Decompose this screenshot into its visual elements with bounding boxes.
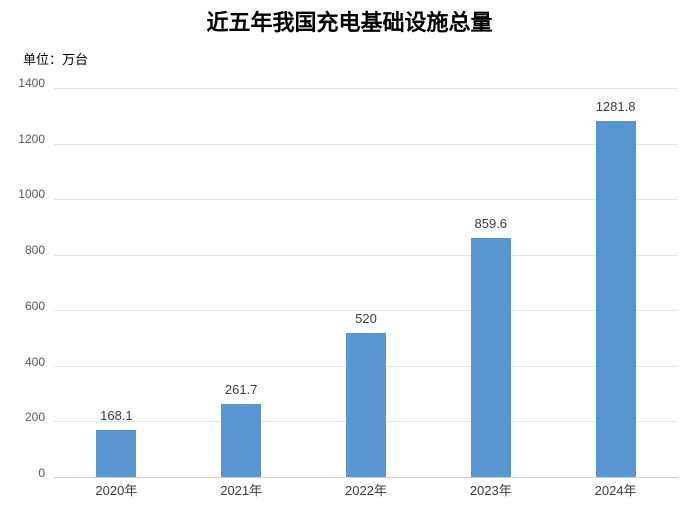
category-slot: 168.1 2020年 — [54, 88, 179, 498]
y-tick-label: 1400 — [18, 76, 45, 90]
bar-2023年 — [470, 238, 511, 477]
y-tick-label: 600 — [24, 298, 45, 313]
y-tick-label: 1200 — [18, 131, 45, 146]
chart-title: 近五年我国充电基础设施总量 — [206, 10, 493, 35]
x-axis-line: 0 — [38, 467, 678, 479]
category-slot: 859.6 2023年 — [428, 88, 553, 498]
gridline: 600 — [25, 300, 678, 312]
value-label: 261.7 — [224, 382, 258, 398]
y-tick-label: 800 — [24, 243, 45, 258]
gridline: 1400 — [18, 77, 678, 89]
bar-2024年 — [595, 120, 636, 477]
y-tick-label: 1000 — [18, 187, 45, 202]
value-label: 1281.8 — [595, 98, 636, 114]
value-label: 168.1 — [100, 408, 133, 424]
value-label: 520 — [355, 310, 377, 326]
category-slot: 1281.8 2024年 — [553, 88, 678, 497]
value-label: 859.6 — [474, 216, 508, 232]
x-axis-label: 2020年 — [95, 483, 138, 498]
y-tick-label: 400 — [24, 354, 45, 369]
x-axis-label: 2024年 — [594, 483, 637, 498]
unit-label: 单位：万台 — [23, 52, 89, 67]
gridline: 1200 — [18, 133, 678, 145]
bar-2021年 — [221, 404, 262, 477]
x-axis-label: 2022年 — [345, 483, 387, 498]
x-axis-label: 2023年 — [469, 483, 512, 498]
category-slot: 520 2022年 — [304, 88, 429, 497]
x-axis-label: 2021年 — [220, 483, 263, 498]
bars-layer: 168.1 2020年 261.7 2021年 520 2022年 859.6 2023年 12… — [54, 88, 678, 498]
category-slot: 261.7 2021年 — [179, 88, 304, 498]
gridline: 800 — [25, 244, 678, 256]
gridline: 1000 — [18, 188, 678, 200]
bar-2020年 — [96, 430, 137, 477]
bar-2022年 — [345, 332, 386, 477]
plot-area: 0 200 400 600 800 1000 1200 1400 168.1 2020年 261.… — [18, 77, 678, 498]
y-tick-label: 0 — [38, 466, 45, 480]
y-tick-label: 200 — [24, 410, 45, 425]
